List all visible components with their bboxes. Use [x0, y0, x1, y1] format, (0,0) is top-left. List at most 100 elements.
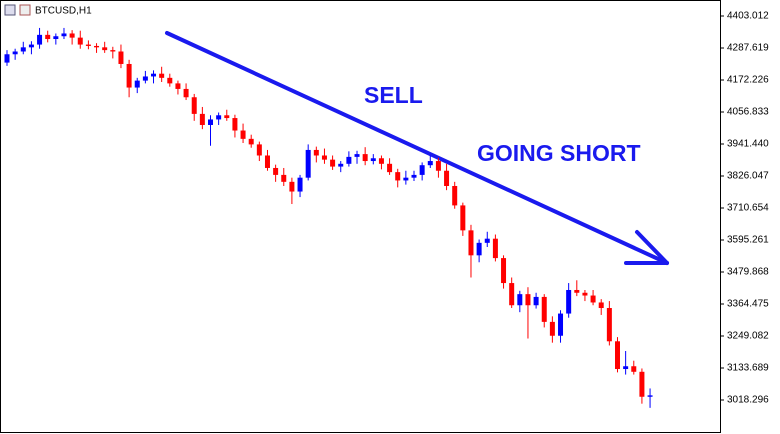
candle-body [216, 115, 222, 120]
arrow-head [635, 230, 669, 265]
candle-body [175, 83, 181, 89]
candle-body [289, 181, 295, 192]
candle-body [69, 33, 75, 38]
candle-body [28, 44, 34, 48]
candle-body [338, 163, 344, 167]
candle-body [452, 185, 458, 206]
candle-body [297, 177, 303, 192]
candle-body [191, 97, 197, 114]
candle-body [167, 77, 173, 84]
candle-body [574, 289, 580, 293]
candle-body [45, 34, 51, 40]
candle-body [631, 366, 637, 372]
candle-body [387, 163, 393, 173]
icon [19, 4, 31, 16]
candle-body [639, 371, 645, 397]
chart-title: BTCUSD,H1 [35, 6, 92, 17]
candle-body [159, 73, 165, 78]
y-tick-label: 3018.296 [727, 395, 769, 406]
candle-body [118, 51, 124, 64]
candle-body [110, 50, 116, 52]
candle-body [606, 308, 612, 342]
candle-body [549, 321, 555, 336]
candle-body [240, 130, 246, 139]
candle-body [94, 45, 100, 48]
candle-body [403, 177, 409, 181]
candle-body [362, 154, 368, 162]
y-tick-label: 3133.689 [727, 363, 769, 374]
y-tick-label: 4287.619 [727, 43, 769, 54]
candle-body [264, 155, 270, 168]
annotation: SELL [364, 82, 423, 108]
candle-body [61, 33, 67, 37]
candle-body [590, 295, 596, 303]
candle-body [460, 205, 466, 231]
candle-body [492, 238, 498, 259]
candle-body [126, 63, 132, 88]
candle-body [598, 302, 604, 309]
annotation: GOING SHORT [477, 140, 641, 166]
candle-body [330, 159, 336, 167]
candle-body [541, 296, 547, 322]
candle-body [615, 341, 620, 370]
icon [4, 4, 16, 16]
candle-body [321, 155, 327, 160]
candle-body [85, 44, 91, 46]
y-tick-label: 3826.047 [727, 171, 769, 182]
arrow-shaft [165, 31, 669, 265]
candle-body [435, 161, 441, 171]
y-tick-label: 3710.654 [727, 203, 769, 214]
candle-body [53, 36, 59, 40]
y-tick-label: 3249.082 [727, 331, 769, 342]
candle-body [395, 172, 401, 181]
candle-body [199, 113, 205, 125]
candle-body [558, 313, 564, 336]
candle-body [533, 296, 539, 306]
y-tick-label: 3595.261 [727, 235, 769, 246]
candle-body [313, 149, 319, 156]
candle-body [444, 170, 450, 186]
candle-body [468, 230, 474, 256]
candle-body [370, 158, 376, 162]
candle-body [525, 294, 531, 306]
candle-body [232, 118, 238, 131]
candle-body [248, 138, 254, 145]
candle-body [484, 238, 490, 243]
candle-body [256, 144, 262, 156]
candle-body [281, 174, 287, 182]
candle-body [4, 54, 10, 63]
candle-body [224, 115, 230, 119]
candle-body [208, 119, 213, 125]
candle-body [476, 242, 482, 256]
candle-body [305, 149, 311, 178]
candle-body [151, 73, 157, 77]
candle-body [20, 47, 26, 52]
candle-body [517, 294, 523, 306]
candle-body [582, 292, 588, 296]
y-tick-label: 3941.440 [727, 139, 769, 150]
candle-body [501, 258, 507, 284]
candle-body [12, 51, 18, 55]
candle-body [566, 289, 572, 314]
title-box: BTCUSD,H1 [4, 4, 92, 17]
candle-body [354, 154, 360, 157]
candle-body [134, 80, 140, 88]
candle-body [77, 37, 83, 45]
candle-body [346, 156, 352, 164]
candle-body [37, 34, 43, 45]
candle-body [419, 165, 425, 175]
candle-body [647, 395, 653, 397]
y-tick-label: 4172.226 [727, 75, 769, 86]
candle-body [142, 76, 148, 81]
y-tick-label: 4403.012 [727, 11, 769, 22]
plot-frame [0, 0, 721, 433]
candle-body [411, 174, 417, 178]
candle-body [102, 47, 108, 51]
y-tick-label: 4056.833 [727, 107, 769, 118]
candle-body [378, 158, 384, 164]
trend-arrow [165, 31, 669, 265]
candle-body [273, 167, 279, 175]
y-tick-label: 3479.868 [727, 267, 769, 278]
candle-body [623, 366, 629, 370]
